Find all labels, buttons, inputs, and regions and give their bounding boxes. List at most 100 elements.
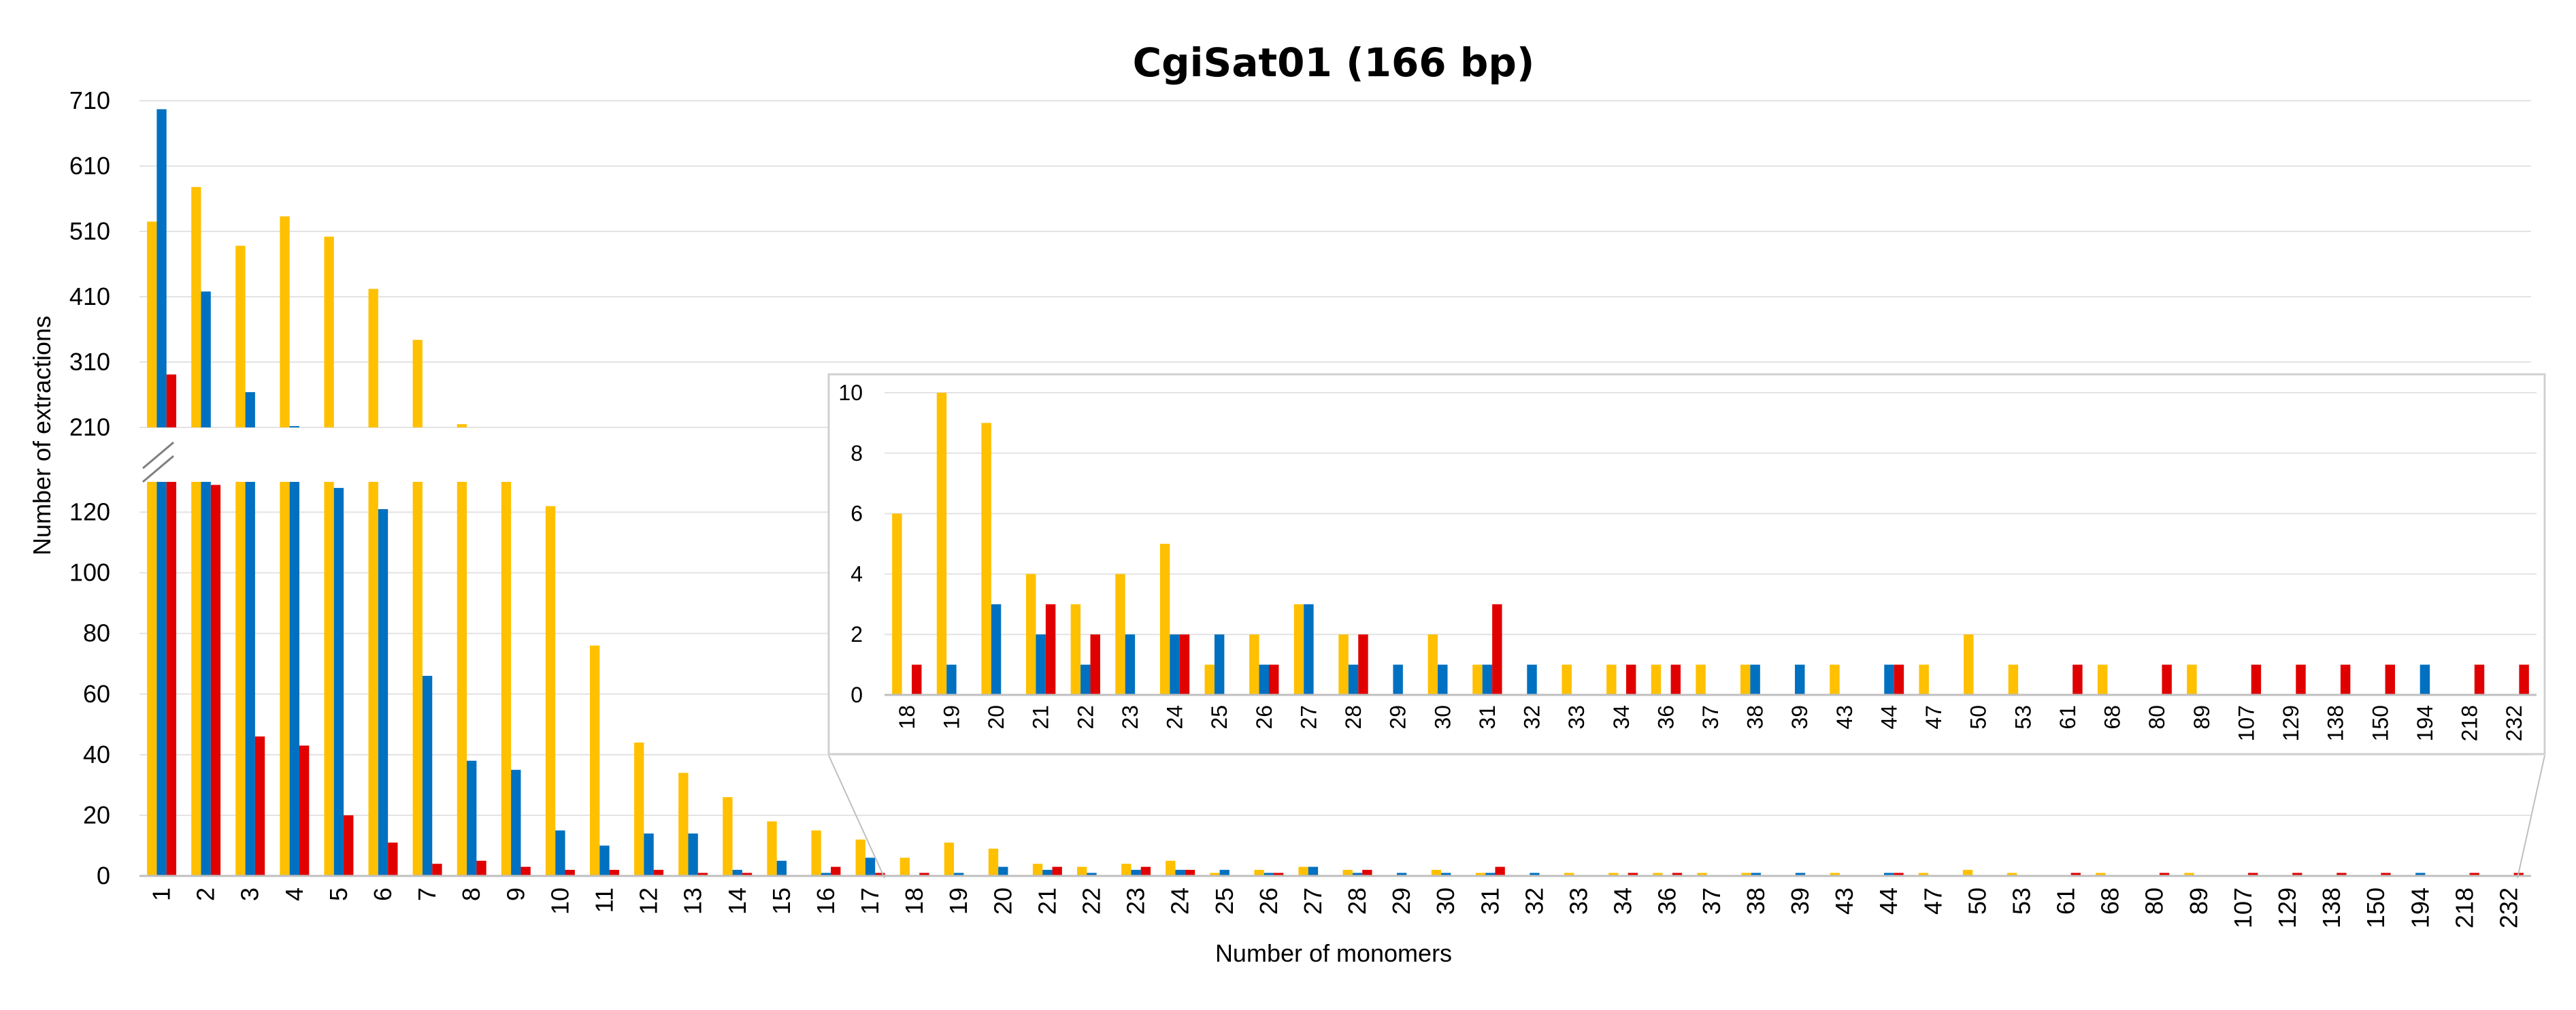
bar-series3-26 [1274, 873, 1284, 876]
bar-series3-129 [2292, 873, 2302, 876]
inset-bar-series3-138 [2340, 664, 2351, 695]
bar-series1-3-lower [235, 482, 246, 876]
x-tick-label: 15 [767, 887, 795, 915]
x-tick-label: 9 [501, 887, 529, 901]
x-tick-label: 7 [413, 887, 441, 901]
bar-series2-4-lower [289, 482, 299, 876]
bar-series2-19 [954, 873, 964, 876]
inset-bar-series3-31 [1492, 604, 1502, 695]
inset-bar-series1-34 [1606, 664, 1617, 695]
inset-x-tick-label: 37 [1698, 705, 1723, 730]
inset-bar-series2-39 [1795, 664, 1805, 695]
x-tick-label: 53 [2007, 887, 2035, 915]
bar-series1-47 [1918, 873, 1929, 876]
x-tick-label: 30 [1432, 887, 1459, 915]
bar-series2-3-upper [245, 392, 255, 427]
bar-series2-6 [378, 509, 389, 876]
bar-series3-7 [432, 864, 442, 876]
bar-series2-17 [865, 858, 876, 876]
x-tick-label: 47 [1919, 887, 1947, 915]
x-tick-label: 28 [1343, 887, 1371, 915]
inset-bar-series1-25 [1204, 664, 1215, 695]
inset-panel [827, 373, 2546, 755]
inset-bar-series1-33 [1562, 664, 1572, 695]
bar-series3-9 [521, 866, 531, 876]
x-tick-label: 37 [1698, 887, 1725, 915]
inset-bar-series1-23 [1115, 574, 1125, 695]
bar-series2-16 [821, 873, 831, 876]
bar-series1-20 [988, 848, 999, 876]
bar-series1-5-lower [324, 482, 334, 876]
inset-bar-series3-150 [2385, 664, 2395, 695]
bar-series1-24 [1166, 860, 1176, 876]
bar-series1-9 [501, 482, 512, 876]
bar-series2-14 [732, 870, 742, 876]
lower-y-tick-label: 40 [83, 740, 110, 768]
x-tick-label: 80 [2141, 887, 2168, 915]
y-axis-label: Number of extractions [28, 316, 56, 555]
x-tick-label: 18 [900, 887, 928, 915]
inset-x-tick-label: 29 [1386, 705, 1410, 730]
x-tick-label: 194 [2406, 887, 2434, 928]
upper-y-tick-label: 310 [69, 348, 110, 376]
inset-bar-series1-38 [1740, 664, 1751, 695]
inset-bar-series1-53 [2008, 664, 2019, 695]
bar-series3-150 [2381, 873, 2391, 876]
bar-series2-1-upper [156, 109, 167, 428]
inset-x-tick-label: 32 [1520, 705, 1545, 730]
inset-bar-series3-129 [2296, 664, 2306, 695]
inset-x-tick-label: 50 [1966, 705, 1991, 730]
inset-bar-series2-19 [946, 664, 957, 695]
x-tick-label: 5 [325, 887, 352, 901]
bar-series3-3 [254, 736, 265, 876]
bar-series2-22 [1087, 873, 1097, 876]
x-tick-label: 68 [2096, 887, 2124, 915]
x-tick-label: 21 [1033, 887, 1061, 915]
inset-x-tick-label: 33 [1564, 705, 1589, 730]
bar-series2-31 [1485, 873, 1496, 876]
bar-series3-4 [299, 745, 310, 876]
inset-bar-series2-28 [1348, 664, 1359, 695]
bar-series2-30 [1441, 873, 1451, 876]
x-tick-label: 24 [1166, 887, 1194, 915]
axis-break-marks [142, 441, 174, 483]
bar-series3-12 [653, 870, 664, 876]
inset-bar-series1-21 [1026, 574, 1036, 695]
inset-x-tick-label: 232 [2502, 705, 2526, 741]
x-tick-label: 129 [2273, 887, 2301, 928]
x-axis-label: Number of monomers [1215, 939, 1452, 967]
inset-x-tick-label: 68 [2100, 705, 2125, 730]
upper-y-tick-label: 710 [69, 86, 110, 114]
bar-series3-218 [2469, 873, 2479, 876]
inset-x-tick-label: 61 [2055, 705, 2080, 730]
inset-bar-series2-38 [1750, 664, 1760, 695]
inset-bar-series3-44 [1894, 664, 1904, 695]
bar-series1-68 [2096, 873, 2106, 876]
inset-bar-series2-30 [1438, 664, 1448, 695]
bar-series2-26 [1264, 873, 1274, 876]
inset-x-tick-label: 34 [1609, 705, 1634, 730]
inset-x-tick-label: 194 [2413, 705, 2437, 741]
inset-bar-series3-232 [2519, 664, 2529, 695]
inset-bar-series3-34 [1625, 664, 1636, 695]
inset-bar-series1-24 [1159, 544, 1170, 695]
inset-bar-series1-22 [1070, 604, 1081, 695]
bar-series2-29 [1396, 873, 1407, 876]
x-tick-label: 50 [1963, 887, 1991, 915]
inset-bar-series2-20 [991, 604, 1002, 695]
bar-series2-194 [2415, 873, 2426, 876]
bar-series2-11 [599, 845, 610, 876]
x-tick-label: 33 [1565, 887, 1593, 915]
inset-x-tick-label: 38 [1743, 705, 1768, 730]
lower-y-tick-label: 120 [69, 498, 110, 526]
inset-bar-series2-26 [1259, 664, 1270, 695]
inset-x-tick-label: 39 [1787, 705, 1812, 730]
bar-series1-4-upper [280, 216, 290, 427]
x-tick-label: 27 [1299, 887, 1327, 915]
bar-series1-26 [1254, 870, 1264, 876]
x-tick-label: 13 [679, 887, 707, 915]
bar-series2-13 [688, 833, 698, 876]
inset-x-tick-label: 150 [2368, 705, 2392, 741]
bar-series1-19 [944, 843, 955, 876]
inset-bar-series1-28 [1338, 634, 1349, 695]
